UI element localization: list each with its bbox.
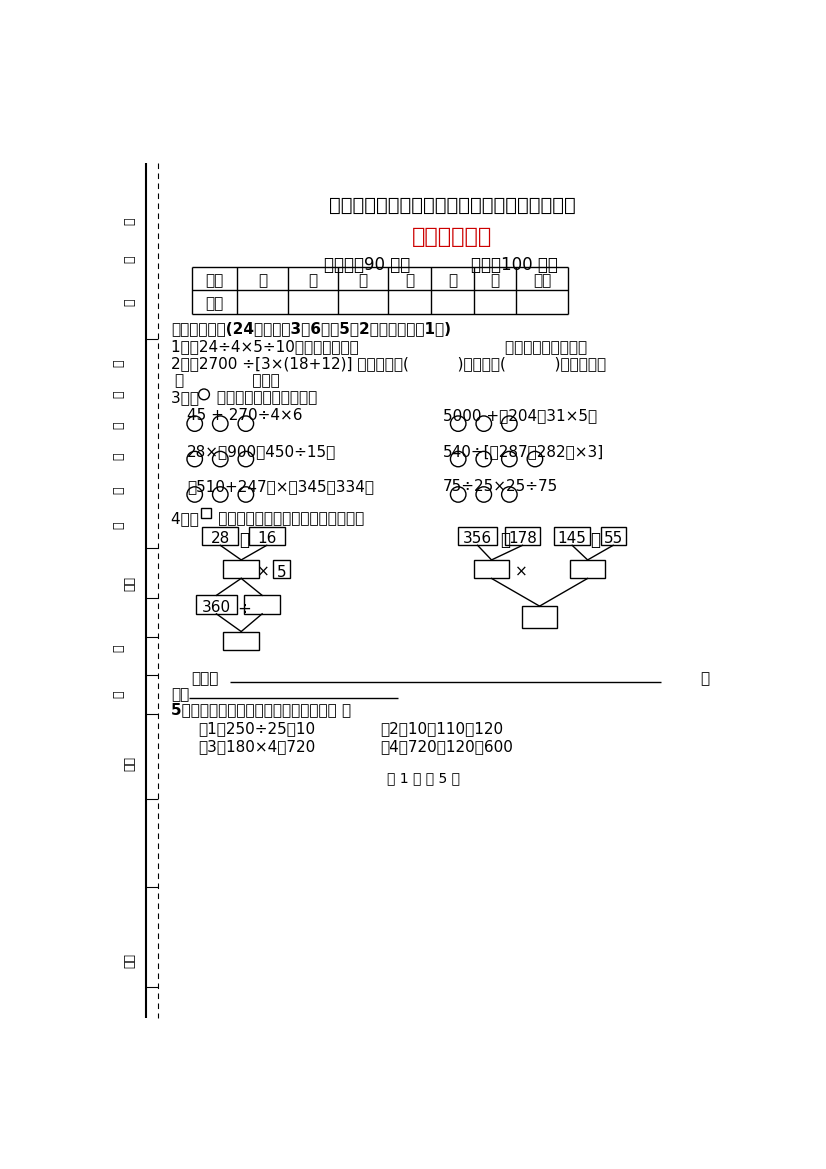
Text: （2）10＋110＝120: （2）10＋110＝120	[381, 721, 504, 736]
Text: 三: 三	[358, 274, 368, 289]
Text: 75÷25×25÷75: 75÷25×25÷75	[443, 479, 558, 494]
Bar	[197, 595, 236, 614]
Circle shape	[501, 486, 517, 503]
Bar	[505, 527, 540, 545]
Text: 才: 才	[112, 486, 126, 494]
Text: 满分：100 分）: 满分：100 分）	[471, 256, 558, 274]
Circle shape	[450, 416, 466, 431]
Text: 缝: 缝	[112, 521, 126, 530]
Circle shape	[187, 451, 202, 466]
Text: （1）250÷25＝10: （1）250÷25＝10	[198, 721, 316, 736]
Text: 级: 级	[112, 390, 126, 399]
Text: 360: 360	[202, 600, 231, 615]
Text: （510+247）×（345－334）: （510+247）×（345－334）	[187, 479, 374, 494]
Text: （3）180×4＝720: （3）180×4＝720	[198, 739, 316, 754]
Text: ×: ×	[515, 565, 527, 580]
Text: 5: 5	[277, 565, 287, 580]
Text: ÷: ÷	[237, 600, 251, 618]
Text: 540÷[（287－282）×3]: 540÷[（287－282）×3]	[443, 444, 604, 458]
Bar	[201, 509, 211, 518]
Text: 4、在: 4、在	[172, 511, 204, 526]
Text: （              ）法。: （ ）法。	[175, 373, 280, 388]
Text: 28×（900－450÷15）: 28×（900－450÷15）	[187, 444, 336, 458]
Text: ×: ×	[257, 565, 269, 580]
Text: 学校: 学校	[124, 953, 137, 968]
Bar	[601, 527, 625, 545]
Text: 式：: 式：	[172, 687, 190, 701]
Text: 第 1 页 共 5 页: 第 1 页 共 5 页	[387, 772, 460, 786]
Text: 178: 178	[508, 532, 537, 546]
Bar	[522, 607, 558, 628]
Text: 封: 封	[124, 256, 137, 263]
Bar	[249, 527, 285, 545]
Circle shape	[476, 486, 491, 503]
Text: 省: 省	[112, 645, 126, 652]
Text: 一: 一	[258, 274, 267, 289]
Text: 密: 密	[124, 217, 137, 224]
Circle shape	[476, 416, 491, 431]
Text: 线: 线	[124, 298, 137, 306]
Text: 得分: 得分	[206, 297, 224, 312]
Text: （4）720－120＝600: （4）720－120＝600	[381, 739, 514, 754]
Text: 四: 四	[406, 274, 415, 289]
Text: 356: 356	[463, 532, 492, 546]
Text: 一、填空题。(24分，其中3题6分，5题2分，其余每空1分): 一、填空题。(24分，其中3题6分，5题2分，其余每空1分)	[172, 321, 452, 337]
Text: 145: 145	[558, 532, 586, 546]
Text: ＋: ＋	[591, 532, 601, 549]
Text: 列: 列	[700, 671, 710, 686]
Circle shape	[450, 451, 466, 466]
Text: 西师版小学数学四年级（下）册第一单元测试卷: 西师版小学数学四年级（下）册第一单元测试卷	[329, 195, 576, 215]
Text: 5、将下列四个算式组合成一个综合算式 。: 5、将下列四个算式组合成一个综合算式 。	[172, 703, 352, 718]
Bar	[223, 560, 259, 579]
Text: 5000 +（204－31×5）: 5000 +（204－31×5）	[443, 408, 597, 423]
Circle shape	[212, 416, 228, 431]
Bar	[473, 560, 510, 579]
Text: 28: 28	[211, 532, 230, 546]
Text: 16: 16	[257, 532, 277, 546]
Bar	[458, 527, 497, 545]
Text: 四则混合运算: 四则混合运算	[412, 227, 492, 248]
Text: 吗: 吗	[112, 360, 126, 367]
Bar	[273, 560, 290, 579]
Text: 里填上适当的数，再列出综合算式。: 里填上适当的数，再列出综合算式。	[213, 511, 364, 526]
Circle shape	[501, 416, 517, 431]
Text: 2、在2700 ÷[3×(18+12)] 中，要先算(          )法，再算(          )法，最后算: 2、在2700 ÷[3×(18+12)] 中，要先算( )法，再算( )法，最后…	[172, 355, 606, 371]
Text: 1、在24÷4×5÷10的算式里要按（                              ）的顺序依次计算。: 1、在24÷4×5÷10的算式里要按（ ）的顺序依次计算。	[172, 339, 587, 354]
Circle shape	[238, 451, 254, 466]
Text: 3、在: 3、在	[172, 390, 204, 406]
Text: 姓名: 姓名	[124, 575, 137, 590]
Text: （时间：90 分钟: （时间：90 分钟	[324, 256, 410, 274]
Text: 列式：: 列式：	[191, 671, 218, 686]
Circle shape	[450, 486, 466, 503]
Circle shape	[238, 486, 254, 503]
Bar	[570, 560, 605, 579]
Bar	[244, 595, 280, 614]
Text: 45 + 270÷4×6: 45 + 270÷4×6	[187, 408, 302, 423]
Text: 班级: 班级	[124, 756, 137, 772]
Bar	[202, 527, 238, 545]
Text: 考: 考	[112, 422, 126, 429]
Circle shape	[238, 416, 254, 431]
Text: 六: 六	[491, 274, 500, 289]
Circle shape	[501, 451, 517, 466]
Text: 题号: 题号	[206, 274, 224, 289]
Circle shape	[198, 389, 210, 400]
Circle shape	[187, 486, 202, 503]
Text: 里用数字标出运算顺序。: 里用数字标出运算顺序。	[211, 390, 317, 406]
Text: 二: 二	[308, 274, 317, 289]
Text: 题: 题	[112, 691, 126, 698]
Text: 55: 55	[604, 532, 623, 546]
Circle shape	[212, 451, 228, 466]
Text: 点: 点	[112, 452, 126, 459]
Circle shape	[476, 451, 491, 466]
Circle shape	[212, 486, 228, 503]
Text: 五: 五	[448, 274, 457, 289]
Circle shape	[187, 416, 202, 431]
Text: －: －	[240, 532, 249, 549]
Text: －: －	[500, 532, 510, 549]
Circle shape	[527, 451, 543, 466]
Text: 总分: 总分	[533, 274, 552, 289]
Bar	[554, 527, 590, 545]
Bar	[223, 631, 259, 650]
